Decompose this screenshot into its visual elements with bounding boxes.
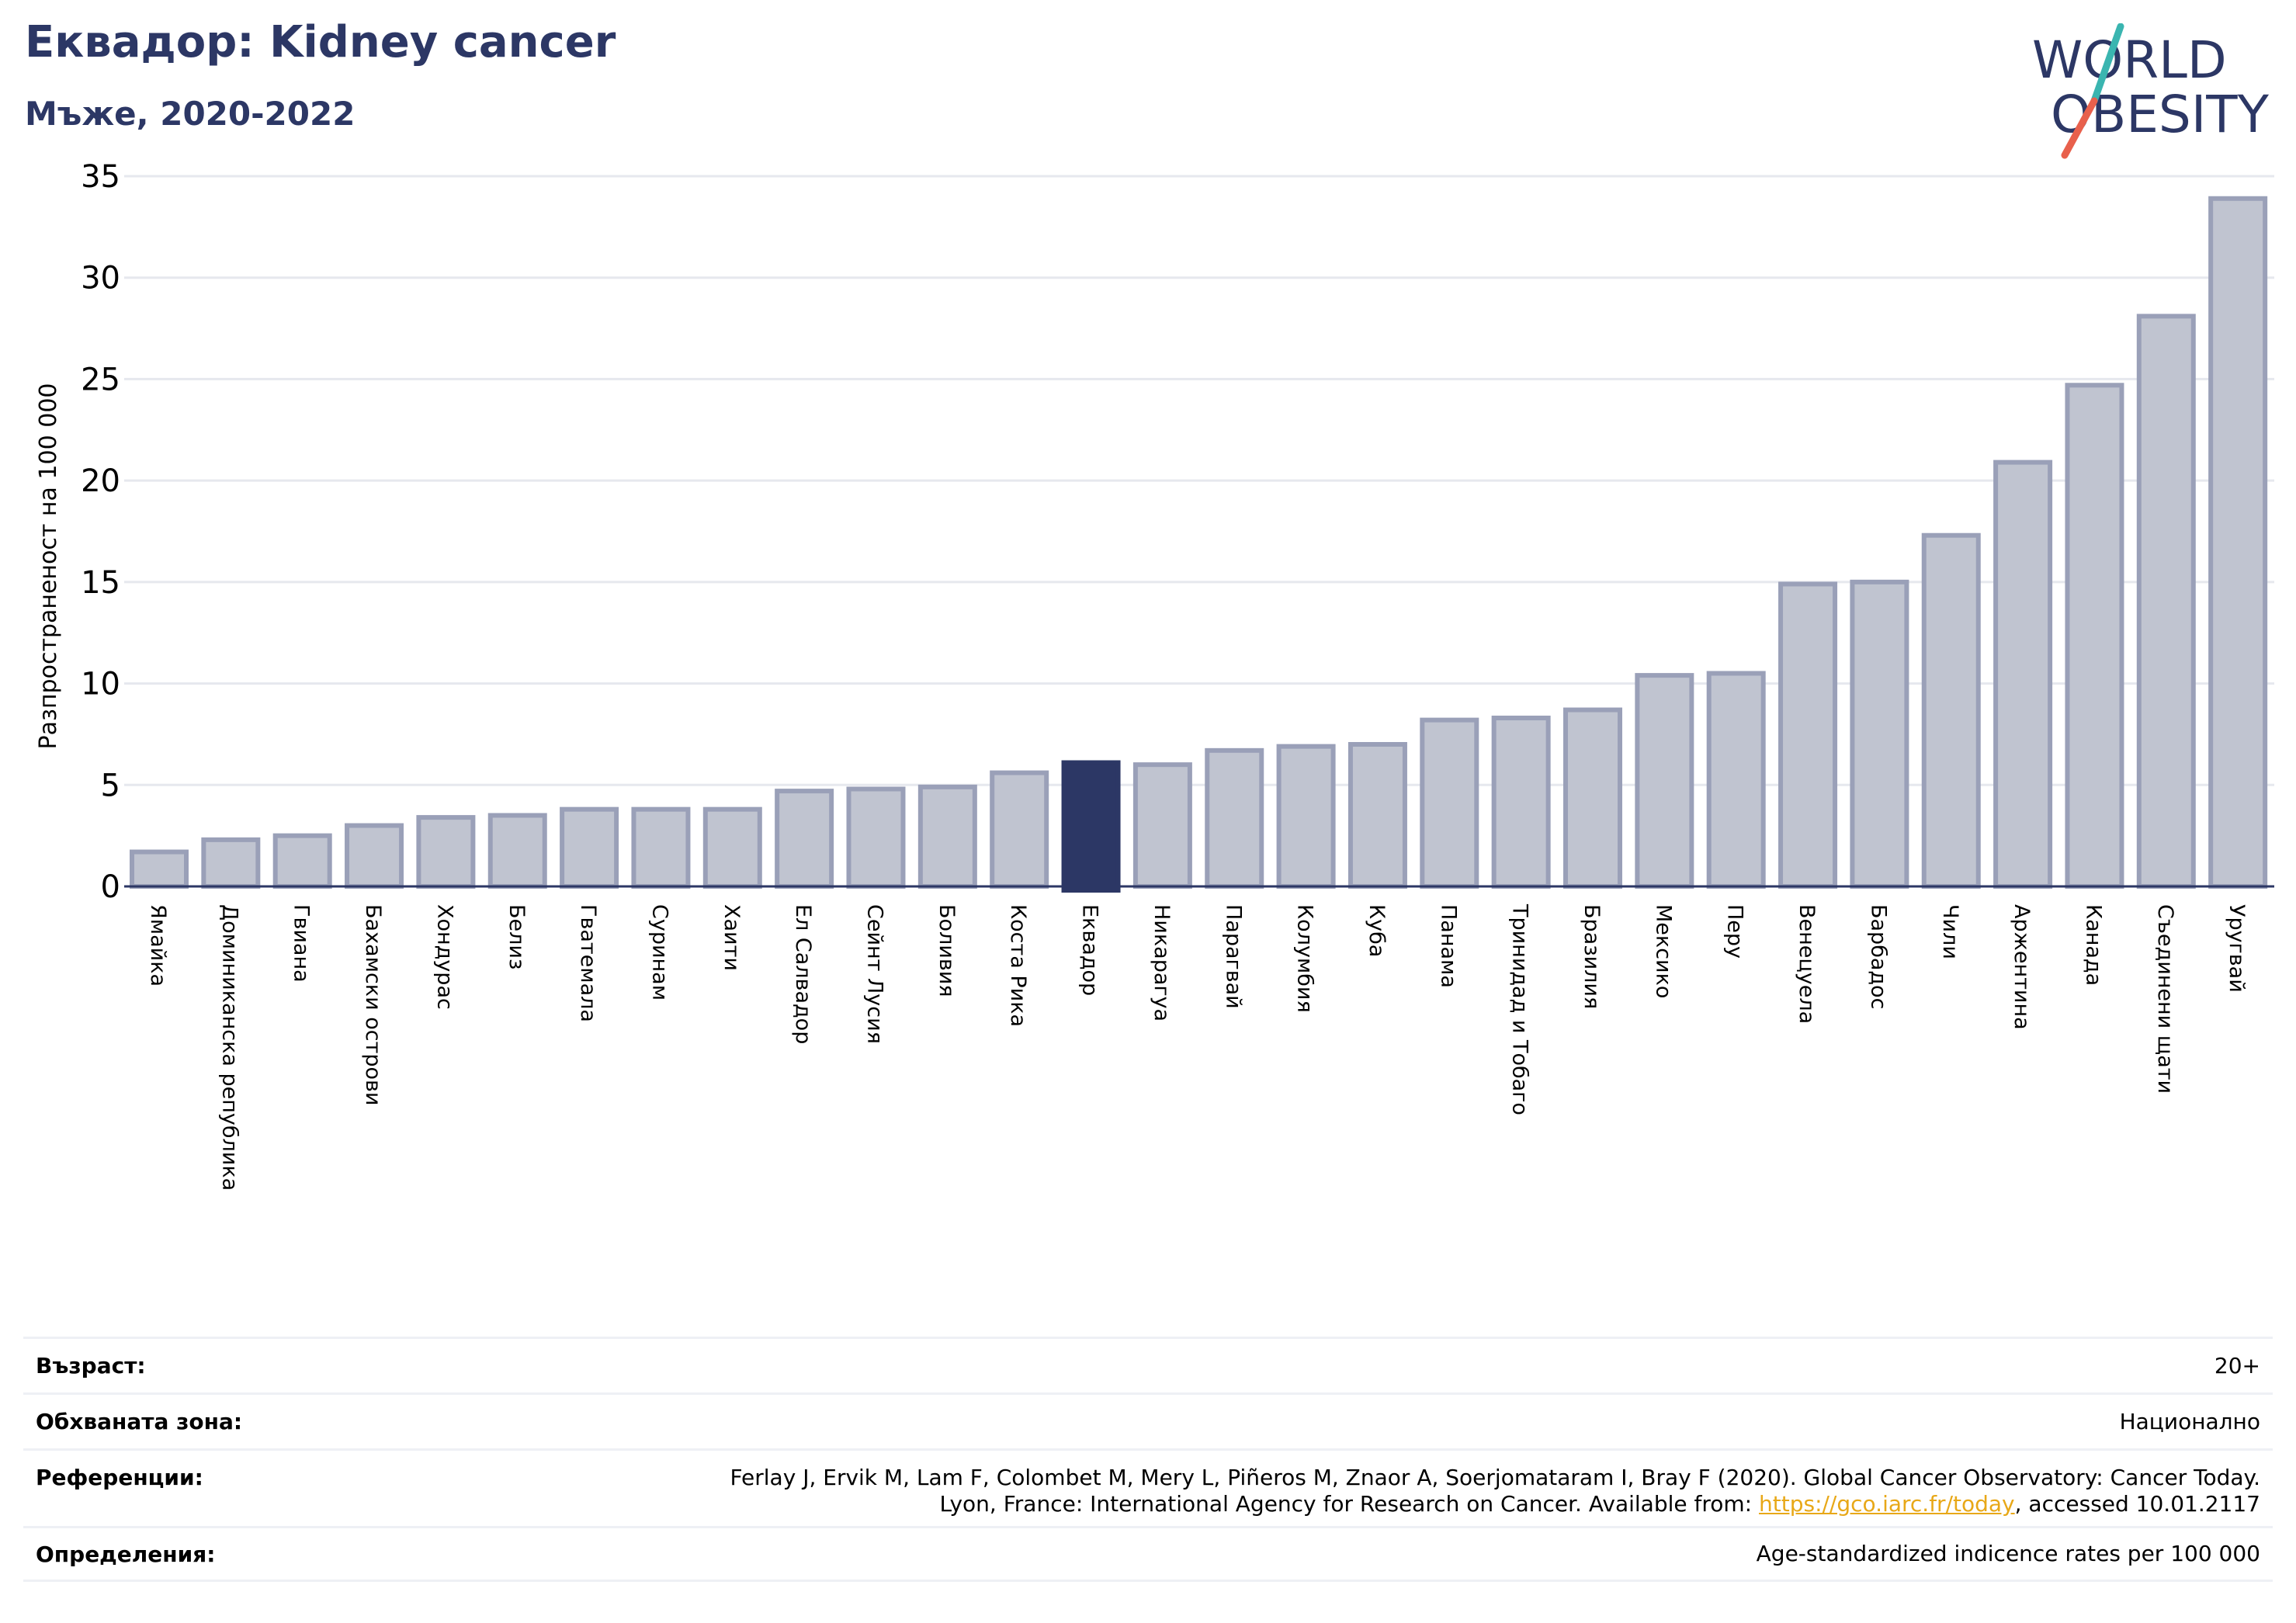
page-subtitle: Мъже, 2020-2022: [25, 95, 355, 133]
references-line-2-suffix: , accessed 10.01.2117: [2014, 1491, 2260, 1517]
bar-14: [1061, 760, 1121, 893]
bar-28: [2065, 383, 2124, 889]
info-table: Възраст: 20+ Обхваната зона: Национално …: [23, 1337, 2273, 1582]
info-row-references: Референции: Ferlay J, Ervik M, Lam F, Co…: [23, 1448, 2273, 1526]
page-title: Еквадор: Kidney cancer: [25, 17, 616, 68]
x-tick-label: Парагвай: [1221, 904, 1245, 1009]
x-tick-label: Панама: [1436, 904, 1460, 988]
bar-7: [560, 806, 619, 889]
x-tick-label: Сейнт Лусия: [863, 904, 887, 1044]
y-tick-label: 25: [81, 362, 120, 397]
x-tick-label: Съединени щати: [2153, 904, 2177, 1094]
x-tick-label: Бразилия: [1580, 904, 1604, 1009]
x-tick-label: Канада: [2081, 904, 2105, 986]
x-tick-label: Хондурас: [432, 904, 456, 1010]
bar-5: [416, 815, 476, 889]
y-tick-label: 35: [81, 159, 120, 195]
bar-18: [1347, 742, 1407, 889]
x-axis-ticks: Ямайка Доминиканска република Гвиана Бахамс…: [146, 903, 2249, 1191]
bar-chart: 0 5 10 15 20 25 30 35 Разпространеност на 100 0…: [35, 159, 2274, 1191]
x-tick-label: Чили: [1938, 904, 1962, 959]
bar-9: [702, 806, 762, 889]
y-axis-label: Разпространеност на 100 000: [35, 383, 62, 750]
y-tick-label: 30: [81, 261, 120, 297]
bar-15: [1132, 762, 1192, 890]
bar-25: [1850, 579, 1909, 889]
bar-20: [1491, 716, 1551, 889]
x-tick-label: Доминиканска република: [217, 904, 241, 1191]
x-tick-label: Гвиана: [290, 904, 314, 983]
bar-10: [775, 789, 834, 890]
x-tick-label: Белиз: [505, 904, 529, 969]
age-value: 20+: [2214, 1352, 2260, 1379]
y-tick-label: 10: [81, 667, 120, 702]
references-link[interactable]: https://gco.iarc.fr/today: [1759, 1491, 2015, 1517]
age-label: Възраст:: [36, 1353, 146, 1379]
definitions-value: Age-standardized indicence rates per 100…: [1756, 1541, 2260, 1566]
x-tick-label: Мексико: [1651, 904, 1675, 998]
references-line-1: Ferlay J, Ervik M, Lam F, Colombet M, Me…: [730, 1465, 2260, 1490]
x-tick-label: Колумбия: [1293, 904, 1317, 1013]
x-tick-label: Коста Рика: [1006, 904, 1030, 1027]
area-label: Обхваната зона:: [36, 1409, 243, 1434]
definitions-label: Определения:: [36, 1541, 216, 1567]
y-tick-label: 5: [101, 768, 120, 803]
bar-16: [1205, 747, 1264, 889]
x-tick-label: Тринидад и Тобаго: [1508, 903, 1532, 1115]
bar-29: [2136, 314, 2196, 889]
bar-2: [201, 837, 261, 890]
references-value: Ferlay J, Ervik M, Lam F, Colombet M, Me…: [730, 1465, 2273, 1517]
bar-22: [1635, 673, 1694, 889]
bar-26: [1921, 532, 1981, 889]
logo-slash-bottom-icon: [2061, 97, 2098, 159]
bar-13: [990, 770, 1049, 889]
bars: [130, 196, 2268, 893]
y-axis-ticks: 0 5 10 15 20 25 30 35: [81, 159, 120, 905]
logo-text-world: WORLD: [2032, 30, 2227, 90]
references-line-2-text: Lyon, France: International Agency for R…: [939, 1491, 1759, 1517]
x-tick-label: Суринам: [647, 904, 671, 1001]
references-line-2: Lyon, France: International Agency for R…: [730, 1491, 2260, 1517]
bar-21: [1563, 707, 1622, 889]
y-tick-label: 0: [101, 869, 120, 905]
x-tick-label: Боливия: [935, 904, 959, 997]
bar-19: [1420, 717, 1479, 890]
y-tick-label: 15: [81, 565, 120, 601]
x-tick-label: Аржентина: [2010, 904, 2034, 1030]
x-tick-label: Куба: [1365, 904, 1389, 957]
bar-1: [130, 849, 189, 889]
info-row-area: Обхваната зона: Национално: [23, 1392, 2273, 1448]
x-tick-label: Венецуела: [1795, 904, 1819, 1024]
x-tick-label: Хаити: [720, 904, 744, 971]
bar-3: [272, 833, 332, 889]
x-tick-label: Еквадор: [1078, 904, 1102, 996]
bar-8: [631, 806, 691, 889]
references-label: Референции:: [36, 1465, 203, 1490]
bar-6: [487, 813, 547, 889]
x-tick-label: Бахамски острови: [361, 904, 385, 1105]
x-tick-label: Ел Салвадор: [791, 904, 815, 1044]
y-tick-label: 20: [81, 463, 120, 499]
bar-27: [1993, 460, 2053, 889]
x-tick-label: Ямайка: [146, 904, 170, 987]
x-tick-label: Никарагуа: [1150, 904, 1174, 1021]
area-value: Национално: [2119, 1408, 2260, 1434]
logo-slash-top-icon: [2090, 23, 2124, 105]
info-row-definitions: Определения: Age-standardized indicence …: [23, 1526, 2273, 1582]
bar-30: [2208, 196, 2268, 889]
x-tick-label: Перу: [1723, 904, 1747, 959]
world-obesity-logo: WORLD OBESITY: [2032, 23, 2270, 159]
bar-24: [1778, 581, 1838, 889]
bar-17: [1276, 744, 1336, 889]
x-tick-label: Уругвай: [2225, 904, 2249, 993]
bar-23: [1706, 671, 1766, 889]
x-tick-label: Гватемала: [576, 904, 600, 1022]
bar-4: [345, 823, 404, 889]
x-tick-label: Барбадос: [1866, 904, 1890, 1009]
info-row-age: Възраст: 20+: [23, 1337, 2273, 1392]
bar-12: [917, 784, 977, 890]
bar-11: [846, 786, 906, 889]
